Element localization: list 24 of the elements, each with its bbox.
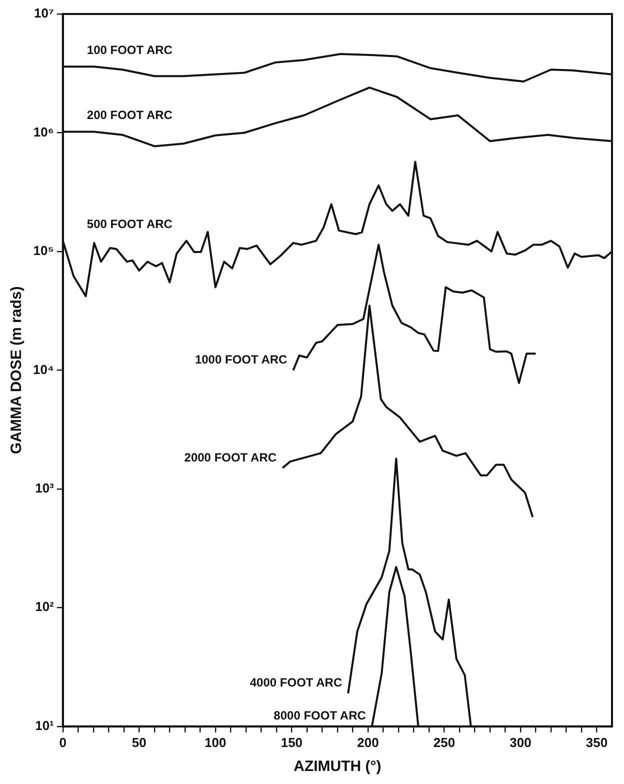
y-tick-label: 10²	[35, 599, 55, 614]
y-tick-label: 10⁴	[33, 362, 54, 377]
x-tick-label: 200	[357, 734, 379, 750]
series-label: 1000 FOOT ARC	[194, 352, 288, 367]
y-tick-label: 10⁵	[33, 243, 54, 258]
x-tick-label: 300	[510, 734, 532, 750]
series-label: 8000 FOOT ARC	[274, 708, 366, 723]
series-label: 100 FOOT ARC	[86, 42, 173, 57]
series-label: 200 FOOT ARC	[86, 108, 173, 122]
y-tick-label: 10⁶	[33, 124, 54, 140]
x-tick-label: 350	[586, 734, 608, 750]
series-label: 500 FOOT ARC	[86, 217, 173, 232]
series-label: 2000 FOOT ARC	[184, 450, 277, 464]
y-tick-label: 10³	[35, 480, 55, 496]
x-tick-label: 250	[433, 734, 456, 750]
x-tick-label: 100	[204, 734, 226, 750]
x-tick-label: 150	[280, 734, 303, 750]
series-label: 4000 FOOT ARC	[250, 676, 342, 690]
x-tick-label: 50	[132, 734, 146, 750]
y-tick-label: 10¹	[35, 718, 54, 733]
x-tick-label: 0	[59, 734, 67, 750]
y-tick-label: 10⁷	[34, 6, 54, 21]
x-axis-title: AZIMUTH (°)	[294, 758, 382, 776]
y-axis-title: GAMMA DOSE (m rads)	[8, 286, 26, 454]
